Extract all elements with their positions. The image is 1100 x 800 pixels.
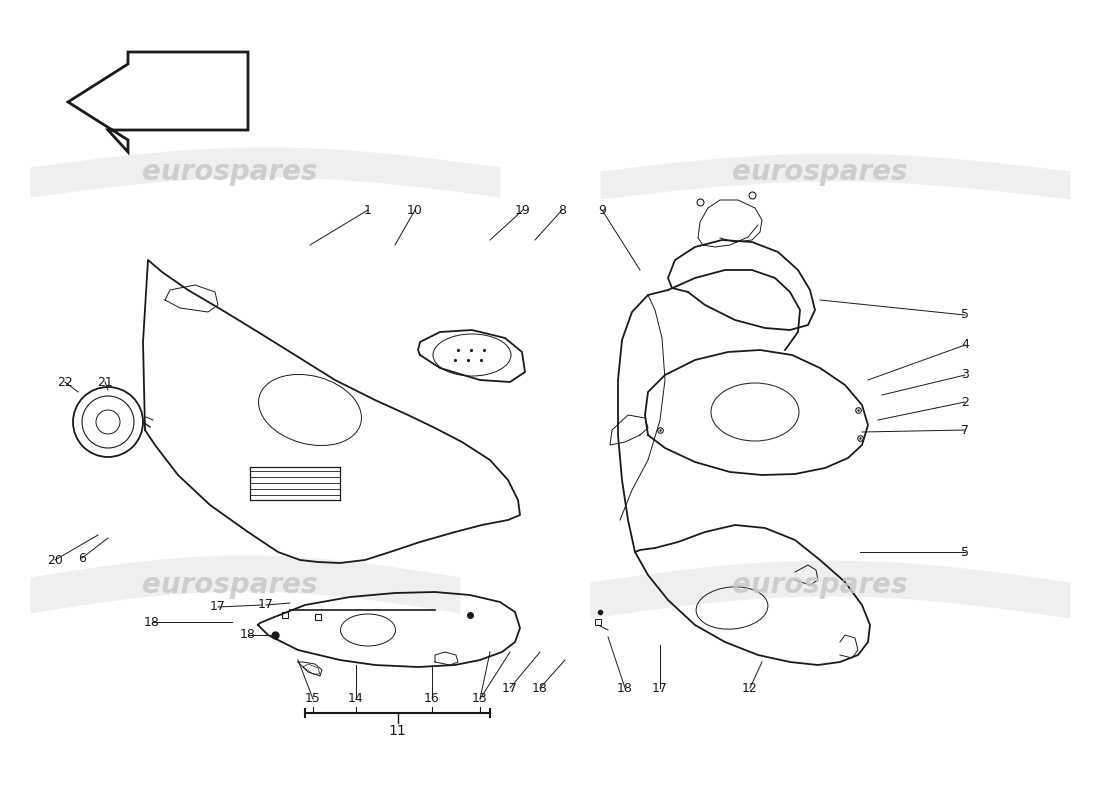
Text: 8: 8 bbox=[558, 203, 566, 217]
Text: 4: 4 bbox=[961, 338, 969, 351]
Text: 17: 17 bbox=[258, 598, 274, 611]
Text: 19: 19 bbox=[515, 203, 531, 217]
Text: 7: 7 bbox=[961, 423, 969, 437]
Text: eurospares: eurospares bbox=[733, 158, 908, 186]
Text: 14: 14 bbox=[348, 693, 364, 706]
Text: 12: 12 bbox=[742, 682, 758, 694]
Text: eurospares: eurospares bbox=[733, 571, 908, 599]
Text: 2: 2 bbox=[961, 395, 969, 409]
Text: 17: 17 bbox=[210, 601, 225, 614]
Text: 5: 5 bbox=[961, 309, 969, 322]
Text: 10: 10 bbox=[407, 203, 422, 217]
Text: 18: 18 bbox=[617, 682, 632, 694]
Text: 15: 15 bbox=[305, 693, 321, 706]
Text: eurospares: eurospares bbox=[142, 571, 318, 599]
Text: 17: 17 bbox=[652, 682, 668, 694]
Text: 18: 18 bbox=[532, 682, 548, 694]
Text: 16: 16 bbox=[425, 693, 440, 706]
Text: 18: 18 bbox=[240, 629, 256, 642]
Text: 1: 1 bbox=[364, 203, 372, 217]
Text: 17: 17 bbox=[502, 682, 518, 694]
Text: 20: 20 bbox=[47, 554, 63, 566]
Text: 6: 6 bbox=[78, 551, 86, 565]
Text: 5: 5 bbox=[961, 546, 969, 558]
Text: 21: 21 bbox=[97, 375, 113, 389]
Text: 13: 13 bbox=[472, 693, 488, 706]
Text: 18: 18 bbox=[144, 615, 159, 629]
Text: 11: 11 bbox=[388, 724, 406, 738]
Text: 22: 22 bbox=[57, 375, 73, 389]
Text: eurospares: eurospares bbox=[142, 158, 318, 186]
Text: 9: 9 bbox=[598, 203, 606, 217]
Text: 3: 3 bbox=[961, 369, 969, 382]
